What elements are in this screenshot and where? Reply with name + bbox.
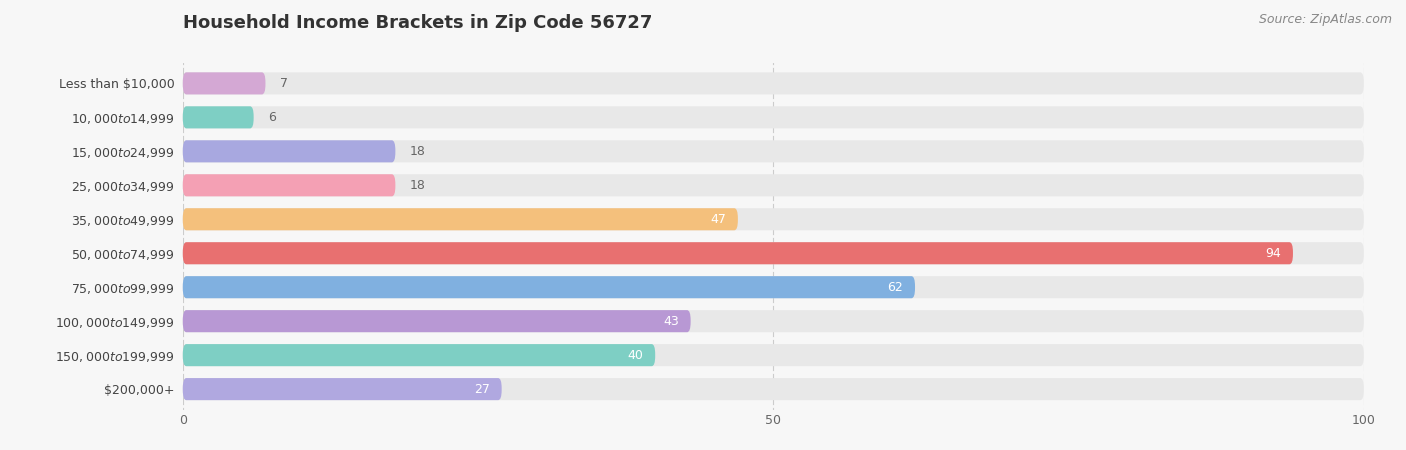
Text: 94: 94: [1265, 247, 1281, 260]
Text: 18: 18: [409, 145, 426, 158]
FancyBboxPatch shape: [183, 276, 915, 298]
FancyBboxPatch shape: [183, 72, 266, 94]
FancyBboxPatch shape: [183, 140, 395, 162]
FancyBboxPatch shape: [183, 242, 1294, 264]
Text: 43: 43: [664, 315, 679, 328]
FancyBboxPatch shape: [183, 106, 253, 128]
Text: 47: 47: [710, 213, 725, 226]
FancyBboxPatch shape: [183, 140, 1364, 162]
Text: 40: 40: [627, 349, 644, 362]
Text: 62: 62: [887, 281, 903, 294]
FancyBboxPatch shape: [183, 344, 1364, 366]
FancyBboxPatch shape: [183, 310, 690, 332]
FancyBboxPatch shape: [183, 378, 1364, 400]
Text: 27: 27: [474, 382, 489, 396]
Text: 7: 7: [280, 77, 288, 90]
FancyBboxPatch shape: [183, 174, 1364, 196]
FancyBboxPatch shape: [183, 174, 395, 196]
Text: 6: 6: [267, 111, 276, 124]
FancyBboxPatch shape: [183, 72, 1364, 94]
FancyBboxPatch shape: [183, 344, 655, 366]
FancyBboxPatch shape: [183, 208, 738, 230]
FancyBboxPatch shape: [183, 106, 1364, 128]
Text: Household Income Brackets in Zip Code 56727: Household Income Brackets in Zip Code 56…: [183, 14, 652, 32]
Text: Source: ZipAtlas.com: Source: ZipAtlas.com: [1258, 14, 1392, 27]
FancyBboxPatch shape: [183, 208, 1364, 230]
FancyBboxPatch shape: [183, 276, 1364, 298]
FancyBboxPatch shape: [183, 378, 502, 400]
FancyBboxPatch shape: [183, 242, 1364, 264]
Text: 18: 18: [409, 179, 426, 192]
FancyBboxPatch shape: [183, 310, 1364, 332]
